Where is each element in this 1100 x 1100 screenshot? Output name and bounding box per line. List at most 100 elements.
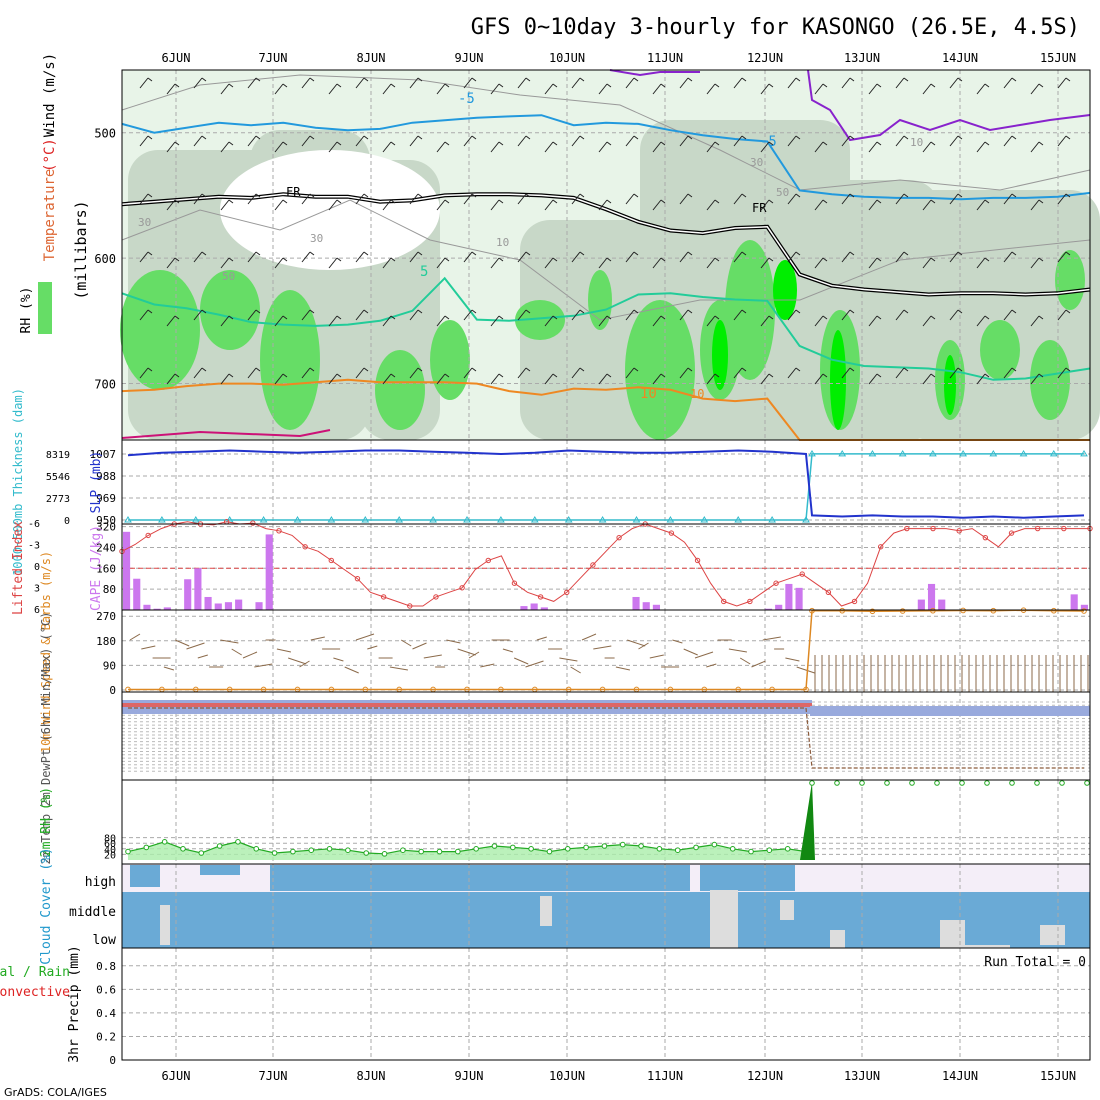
cape-bar-66 [795,587,803,610]
wind-barb-6 [197,654,208,659]
upper-barb [193,309,207,321]
upper-barb [706,141,720,153]
cape-bar-52 [652,604,660,610]
thickness-marker-21 [808,449,816,457]
upper-barb [382,141,396,153]
wind-barb-15 [299,660,310,668]
wind-barb-3 [163,666,175,671]
bottom-date-label-9: 15JUN [1040,1069,1076,1083]
upper-barb [328,257,342,269]
upper-barb [571,309,585,321]
wind-ytick-label-3: 270 [96,610,116,623]
upper-barb [490,199,504,211]
li-marker-28 [485,557,491,564]
upper-barb [409,77,423,89]
thickness-marker-25 [929,449,937,457]
li-marker-70 [1034,525,1041,532]
rh-marker-2 [161,839,168,845]
upper-barb [760,199,774,211]
cape-bar-7 [194,568,202,610]
credit-label: GrADS: COLA/IGES [4,1086,107,1099]
upper-barb [787,367,801,379]
upper-ylabel-mb: (millibars) [72,200,90,299]
thickness-marker-12 [530,516,539,523]
rh-shade-mid-6 [900,190,1100,440]
li-marker-72 [1061,525,1067,532]
cape-ytick-label-2: 240 [96,541,116,554]
upper-barb [733,77,747,89]
upper-ytick-label-1: 600 [94,252,116,266]
wind-barb-25 [412,642,427,650]
upper-barb [706,315,720,327]
cloud-ylabel: Cloud Cover (%) [39,847,54,964]
cape-ytick-label-0: 80 [103,583,116,596]
upper-barb [139,251,153,263]
thickness-line [128,453,1084,521]
upper-barb [841,77,855,89]
wind-barb-13 [276,648,292,653]
cloud-high-block-1 [200,865,240,875]
thickness-marker-26 [959,449,967,457]
upper-barb [598,315,612,327]
cape-bar-93 [1070,594,1078,610]
upper-barb [625,251,639,263]
upper-barb [598,199,612,211]
wind-barb-34 [514,657,529,665]
li-marker-46 [721,598,727,605]
cloud-level-label-2: low [93,933,117,948]
upper-barb [814,257,828,269]
rh-marker-4 [198,850,205,856]
isotherm-cold-2 [609,69,700,77]
upper-barb [976,257,990,269]
thickness-marker-14 [598,516,607,523]
upper-barb [166,257,180,269]
li-marker-60 [904,525,910,532]
upper-barb [1003,135,1017,147]
bottom-date-label-1: 7JUN [259,1069,288,1083]
li-marker-44 [694,557,701,564]
thickness-marker-11 [497,516,505,523]
rh-marker-6 [235,839,241,845]
rh-marker-21 [510,844,516,851]
rh-marker-14 [381,851,388,857]
wind-barb-14 [288,657,307,665]
slp-ytick-label-3: 1007 [90,448,117,461]
chart-title: GFS 0~10day 3-hourly for KASONGO (26.5E,… [471,15,1080,40]
upper-barb [571,251,585,263]
isotherm-warm [121,429,331,439]
li-marker-14 [302,544,308,550]
upper-barb [868,83,882,95]
upper-barb [706,83,720,95]
rh-shade-green-14 [1055,250,1085,310]
wind-barb-46 [649,654,664,659]
li-marker-50 [773,580,779,586]
upper-ylabel-temp: Temperature [42,169,58,262]
upper-barb [517,251,531,263]
rh-marker-right-4 [909,780,915,786]
bottom-date-label-8: 14JUN [942,1069,978,1083]
cape-bar-4 [163,607,171,610]
upper-barb [517,135,531,147]
upper-barb [139,135,153,147]
li-marker-54 [825,589,832,596]
upper-barb [895,309,909,321]
li-marker-66 [982,534,989,541]
bottom-date-label-3: 9JUN [455,1069,484,1083]
cloud-gap-7 [950,945,1010,948]
contour-label-7: 10 [496,236,509,249]
upper-barb [787,135,801,147]
slp-line [127,449,1085,519]
upper-barb [220,141,234,153]
thickness-marker-0 [124,516,132,523]
rh-marker-17 [436,848,443,855]
cloud-gap-1 [710,890,738,948]
li-line [121,521,1090,607]
upper-barb [814,83,828,95]
upper-ylabel-rh-swatch [38,282,52,334]
thick-ytick-label-1: 2773 [46,494,70,505]
wind-speed-marker-21 [809,607,815,614]
upper-barb [571,77,585,89]
cape-bar-0 [123,531,131,610]
rh-marker-right-8 [1009,780,1015,786]
thickness-marker-7 [361,516,370,523]
